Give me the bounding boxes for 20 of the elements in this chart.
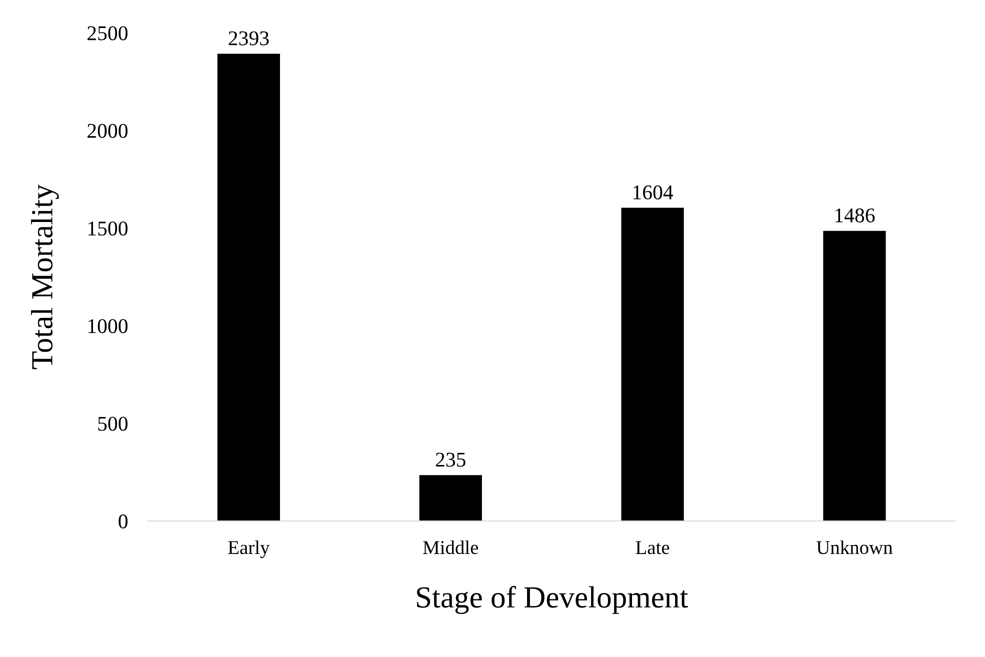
y-tick-label: 2000 — [88, 124, 128, 138]
y-tick-label: 1000 — [88, 319, 128, 334]
x-tick-label: Late — [636, 541, 670, 554]
y-tick-label: 1500 — [88, 221, 128, 236]
x-axis-title: Stage of Development — [417, 586, 688, 614]
y-tick-label: 0 — [118, 514, 128, 528]
x-tick-label: Early — [228, 540, 270, 558]
bar — [823, 230, 886, 521]
x-tick-label: Middle — [423, 540, 478, 554]
data-label: 1486 — [835, 208, 875, 222]
y-tick-label: 2500 — [88, 26, 128, 40]
data-label: 1604 — [634, 185, 674, 200]
bar — [419, 475, 482, 521]
y-tick-label: 500 — [98, 416, 128, 431]
y-axis-title: Total Mortality — [31, 184, 59, 370]
x-tick-label: Unknown — [816, 540, 893, 554]
data-label: 2393 — [228, 31, 269, 46]
bar — [217, 54, 280, 521]
bar — [621, 208, 684, 521]
data-label: 235 — [436, 452, 466, 467]
